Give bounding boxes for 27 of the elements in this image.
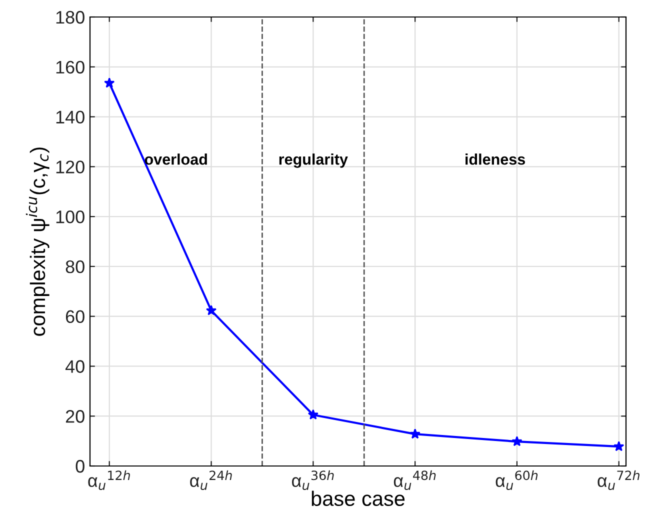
x-tick-label: α$_{u}$$^{72h}$ [598, 470, 640, 490]
x-tick-label: α$_{u}$$^{12h}$ [88, 470, 130, 490]
point [410, 428, 420, 439]
x-tick-label: α$_{u}$$^{48h}$ [394, 470, 436, 490]
point [614, 440, 624, 452]
annotation: idleness [466, 154, 526, 165]
annotation: overload [144, 154, 207, 165]
annotation: regularity [279, 154, 348, 168]
y-tick-label: 160 [56, 60, 84, 74]
x-tick-label: α$_{u}$$^{24h}$ [190, 470, 232, 490]
y-tick-label: 20 [66, 410, 84, 423]
point [206, 305, 217, 316]
y-tick-label: 0 [76, 460, 84, 473]
y-tick-label: 60 [66, 310, 84, 324]
x-tick-label: α$_{u}$$^{36h}$ [292, 470, 334, 490]
point [104, 78, 115, 88]
y-tick-label: 120 [56, 160, 84, 174]
point [512, 436, 522, 446]
y-tick-label: 180 [56, 10, 84, 24]
point [308, 409, 318, 420]
y-tick-label: 140 [56, 110, 84, 124]
y-tick-label: 100 [56, 210, 84, 224]
y-axis-title: complexity ψ$^{icu}$(c,γ$_{c}$) [26, 148, 50, 336]
y-tick-label: 80 [66, 260, 84, 274]
y-tick-label: 40 [65, 360, 84, 373]
x-tick-label: α$_{u}$$^{60h}$ [496, 470, 538, 490]
x-axis-title: base case [312, 490, 405, 506]
